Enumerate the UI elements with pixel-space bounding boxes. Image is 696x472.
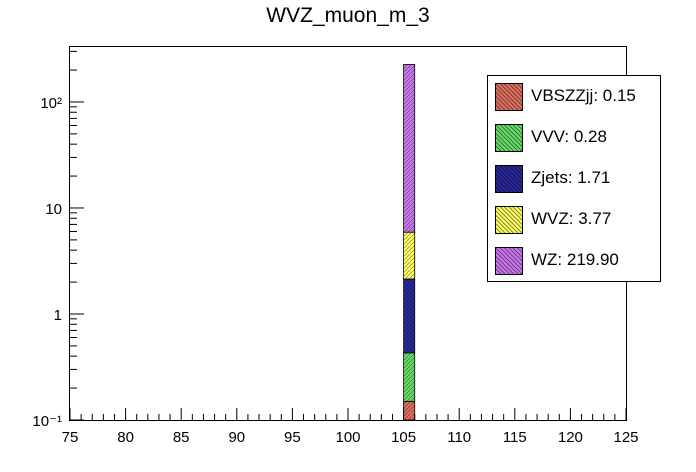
legend-swatch [495,206,523,234]
legend-swatch [495,124,523,152]
x-tick-label: 100 [335,429,360,446]
legend-item-wvz: WVZ: 3.77 [488,201,660,243]
chart-title: WVZ_muon_m_3 [266,4,430,27]
legend-label: WVZ: 3.77 [531,209,612,228]
x-tick-label: 90 [228,429,245,446]
x-tick-label: 120 [558,429,583,446]
legend-item-vvv: VVV: 0.28 [488,119,660,161]
legend-item-vbszzjj: VBSZZjj: 0.15 [488,78,660,120]
x-tick-label: 80 [117,429,134,446]
y-tick-label: 1 [54,307,62,324]
x-tick-label: 125 [613,429,638,446]
x-tick-label: 95 [284,429,301,446]
legend-label: Zjets: 1.71 [531,168,611,187]
legend-item-wz: WZ: 219.90 [488,242,660,284]
legend-label: VBSZZjj: 0.15 [531,86,636,105]
legend: VBSZZjj: 0.15 VVV: 0.28 Zjets: 1.71 WVZ: 3.… [487,75,661,282]
legend-label: WZ: 219.90 [531,250,619,269]
x-tick-label: 105 [391,429,416,446]
y-tick-label: 10⁻¹ [32,413,62,430]
y-tick-label: 10 [45,201,62,218]
legend-swatch [495,83,523,111]
legend-label: VVV: 0.28 [531,127,607,146]
x-tick-label: 115 [503,429,527,446]
x-tick-label: 85 [173,429,190,446]
x-tick-label: 75 [62,429,79,446]
bar-wvz [403,231,416,280]
bar-vbszzjj [403,400,416,421]
legend-swatch [495,247,523,275]
bar-vvv [403,352,416,402]
bar-wz [403,64,416,233]
bar-zjets [403,278,416,354]
x-tick-label: 110 [447,429,471,446]
y-tick-label: 10² [40,95,62,112]
legend-item-zjets: Zjets: 1.71 [488,160,660,202]
legend-swatch [495,165,523,193]
